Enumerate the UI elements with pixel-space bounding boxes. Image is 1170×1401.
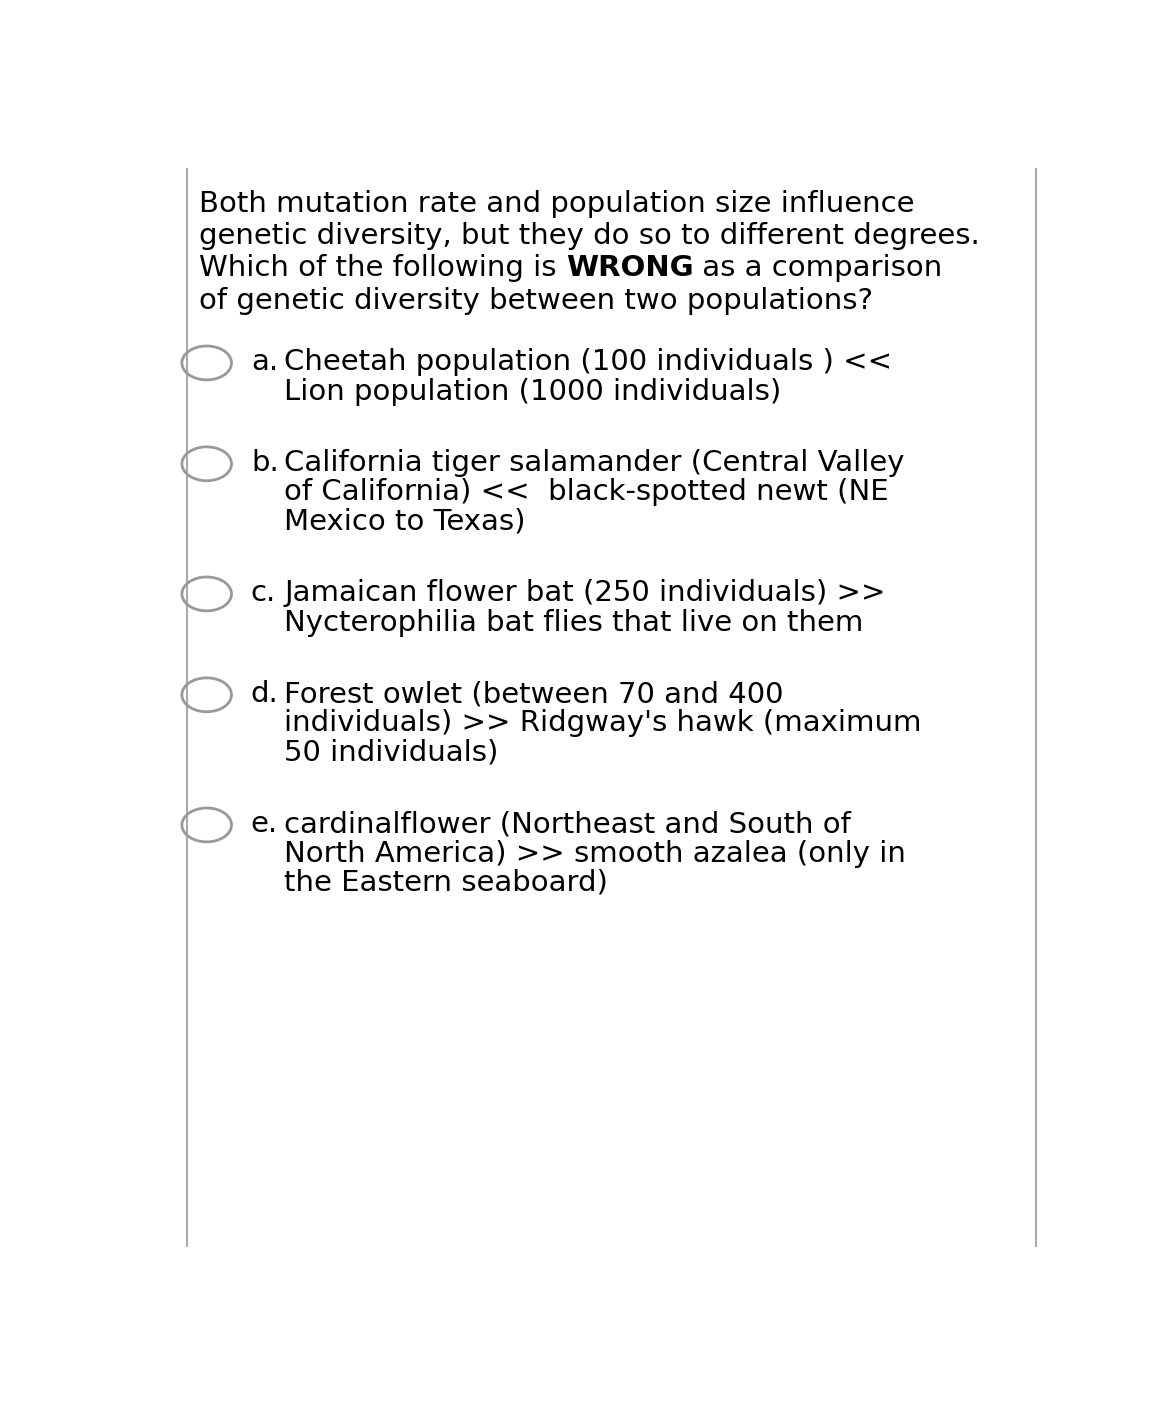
Text: c.: c. bbox=[250, 579, 276, 607]
Text: Mexico to Texas): Mexico to Texas) bbox=[284, 507, 525, 535]
Text: as a comparison: as a comparison bbox=[694, 255, 943, 283]
Text: Which of the following is: Which of the following is bbox=[199, 255, 566, 283]
Text: North America) >> smooth azalea (only in: North America) >> smooth azalea (only in bbox=[284, 839, 906, 867]
Text: WRONG: WRONG bbox=[566, 255, 694, 283]
Text: a.: a. bbox=[250, 349, 278, 377]
Text: Forest owlet (between 70 and 400: Forest owlet (between 70 and 400 bbox=[284, 679, 784, 708]
Text: Cheetah population (100 individuals ) <<: Cheetah population (100 individuals ) << bbox=[284, 349, 893, 377]
Text: Lion population (1000 individuals): Lion population (1000 individuals) bbox=[284, 377, 782, 405]
Text: individuals) >> Ridgway's hawk (maximum: individuals) >> Ridgway's hawk (maximum bbox=[284, 709, 922, 737]
Text: cardinalflower (Northeast and South of: cardinalflower (Northeast and South of bbox=[284, 810, 851, 838]
Text: Both mutation rate and population size influence: Both mutation rate and population size i… bbox=[199, 189, 915, 217]
Text: of California) <<  black-spotted newt (NE: of California) << black-spotted newt (NE bbox=[284, 478, 889, 506]
Text: Jamaican flower bat (250 individuals) >>: Jamaican flower bat (250 individuals) >> bbox=[284, 579, 886, 607]
Text: of genetic diversity between two populations?: of genetic diversity between two populat… bbox=[199, 287, 873, 315]
Text: b.: b. bbox=[250, 450, 278, 478]
Text: e.: e. bbox=[250, 810, 278, 838]
Text: d.: d. bbox=[250, 679, 278, 708]
Text: California tiger salamander (Central Valley: California tiger salamander (Central Val… bbox=[284, 450, 904, 478]
Text: 50 individuals): 50 individuals) bbox=[284, 738, 498, 766]
Text: Nycterophilia bat flies that live on them: Nycterophilia bat flies that live on the… bbox=[284, 608, 863, 636]
Text: the Eastern seaboard): the Eastern seaboard) bbox=[284, 869, 608, 897]
Text: genetic diversity, but they do so to different degrees.: genetic diversity, but they do so to dif… bbox=[199, 221, 979, 249]
